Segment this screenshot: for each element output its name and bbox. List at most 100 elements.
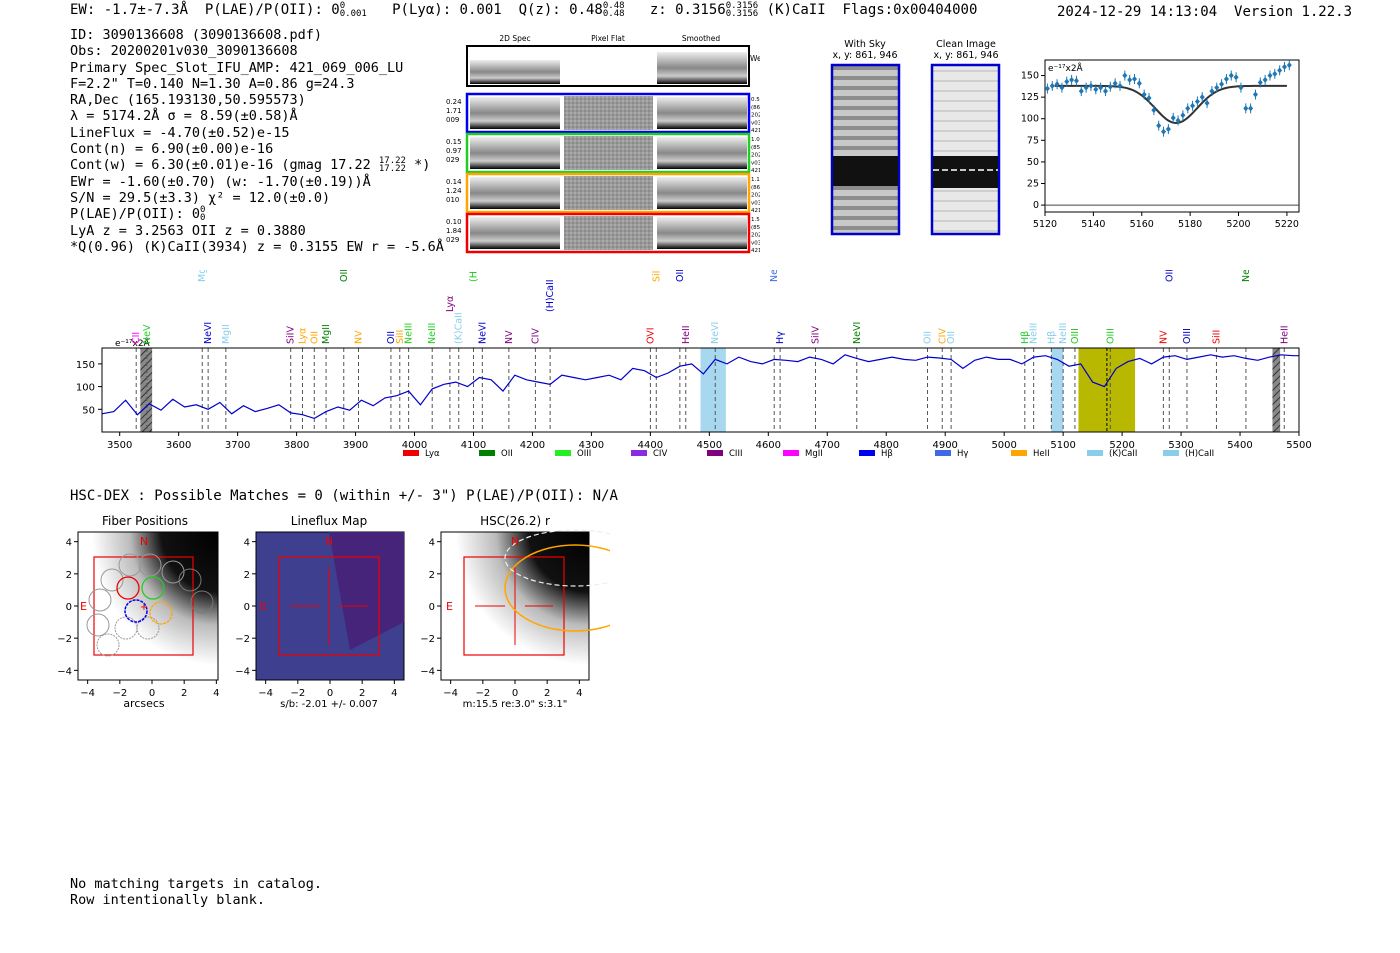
- zoom-point: [1257, 79, 1263, 86]
- spectrum-line-label: Hγ: [775, 331, 786, 344]
- zoom-point: [1161, 128, 1167, 135]
- cutout-smooth: [657, 177, 747, 209]
- info-plae2: P(LAE)/P(OII): 0: [70, 206, 201, 223]
- hsc-ytick-label: 4: [429, 538, 435, 549]
- hsc-ytick-label: −2: [57, 634, 72, 645]
- clean-trace: [933, 156, 998, 188]
- zoom-points: [1044, 60, 1292, 137]
- spectrum-xtick-label: 4600: [756, 440, 781, 451]
- info-fparams: F=2.2" T=0.140 N=1.30 A=0.86 g=24.3: [70, 75, 355, 92]
- cutout-left-value: 0.15: [446, 138, 462, 146]
- info-contw: Cont(w) = 6.30(±0.01)e-16 (gmag 17.22: [70, 157, 371, 174]
- spectrum-highlight: [140, 348, 153, 432]
- spectrum-line-label: OII: [675, 270, 686, 282]
- hsc-ytick-label: 2: [429, 570, 435, 581]
- clean-title: Clean Image: [936, 39, 996, 50]
- cutout-right-value: (857, 768): [751, 225, 760, 231]
- contw-end: *): [405, 157, 431, 174]
- zoom-point: [1141, 91, 1147, 98]
- info-contn: Cont(n) = 6.90(±0.00)e-16: [70, 141, 274, 158]
- spectrum-line-label: CII: [131, 332, 142, 344]
- spectrum-line-label: NV: [354, 330, 365, 344]
- hsc-xtick-label: 0: [149, 688, 155, 699]
- fiber-circle: [178, 568, 202, 592]
- spectrum-line-label: NeIII: [1058, 323, 1069, 344]
- hsc-xtick-label: 2: [544, 688, 550, 699]
- zoom-xtick-label: 5160: [1130, 219, 1154, 230]
- zoom-point: [1073, 77, 1079, 84]
- zoom-point: [1069, 76, 1075, 83]
- legend-label: Hγ: [957, 449, 968, 459]
- zoom-point: [1054, 81, 1060, 88]
- zoom-point: [1059, 84, 1065, 91]
- cutout-smooth: [657, 137, 747, 169]
- col-flat-label: Pixel Flat: [591, 34, 625, 43]
- info-radec: RA,Dec (165.193130,50.595573): [70, 92, 306, 109]
- zoom-point: [1262, 76, 1268, 83]
- spectrum-line-label: NeIII: [1029, 323, 1040, 344]
- spectrum-line-label: NeVI: [203, 322, 214, 344]
- cutout-right-value: v030_03: [751, 200, 760, 206]
- spectrum-ytick-label: 50: [82, 405, 95, 416]
- plae2-sup: 0: [200, 205, 206, 216]
- zoom-unit-label: e⁻¹⁷x2Å: [1048, 62, 1084, 74]
- hsc-galaxy-ellipse: [504, 544, 610, 632]
- zoom-point: [1238, 84, 1244, 91]
- hsc-xtick-label: 4: [213, 688, 219, 699]
- spectrum-highlight: [700, 348, 726, 432]
- hsc-aperture-box: [463, 556, 565, 656]
- fiber-circle-green: [141, 576, 165, 600]
- spectrum-line-label: OIII: [1105, 328, 1116, 344]
- zoom-ytick-label: 75: [1027, 135, 1039, 146]
- zoom-point: [1049, 82, 1055, 89]
- spectrum-line-label: NeVI: [710, 322, 721, 344]
- contw-sub: 17.22: [378, 164, 406, 175]
- zoom-point: [1199, 94, 1205, 101]
- zoom-point: [1151, 107, 1157, 114]
- spectrum-axes: 3500 3600 3700 3800 3900 4000 4100 4200 4300 4400…: [76, 360, 1312, 451]
- spectrum-line-label: OIII: [1070, 328, 1081, 344]
- legend-label: MgII: [805, 449, 823, 459]
- spectrum-curve: [101, 354, 1299, 420]
- cutout-right-value: 421_LU_084: [751, 248, 760, 254]
- zoom-point: [1170, 114, 1176, 121]
- spectrum-ytick-label: 100: [76, 383, 95, 394]
- hsc-ytick-label: 2: [244, 570, 250, 581]
- cutout-left-value: 1.71: [446, 107, 462, 115]
- cutout-right-value: 20200201: [751, 233, 760, 239]
- fiber-circle: [190, 590, 214, 614]
- north-label: N: [140, 535, 148, 548]
- fiber-positions-title: Fiber Positions: [102, 514, 188, 528]
- cutout-right-value: (861, 946): [751, 105, 760, 111]
- footer-line1: No matching targets in catalog.: [70, 876, 322, 892]
- zoom-point: [1267, 72, 1273, 79]
- zoom-point: [1248, 105, 1254, 112]
- zoom-ytick-label: 50: [1027, 157, 1039, 168]
- hsc-xtick-label: −4: [80, 688, 95, 699]
- footer: No matching targets in catalog. Row inte…: [70, 876, 322, 908]
- zoom-ytick-label: 100: [1021, 114, 1039, 125]
- spectrum-highlights: [140, 348, 1281, 432]
- info-lineflux: LineFlux = -4.70(±0.52)e-15: [70, 124, 290, 141]
- fiber-circle: [86, 613, 110, 637]
- info-primary: Primary Spec_Slot_IFU_AMP: 421_069_006_L…: [70, 59, 404, 76]
- spectrum-line-label: CIV: [937, 328, 948, 344]
- qz-value: Q(z): 0.48: [518, 2, 603, 18]
- cutout-right-value: 421_LU_103: [751, 208, 760, 214]
- legend-swatch: [935, 450, 951, 456]
- hsc-ytick-label: 2: [66, 570, 72, 581]
- spectrum-line-label: NeIII: [404, 323, 415, 344]
- legend-label: OII: [501, 449, 513, 459]
- spectrum-line-label: OIII: [1164, 270, 1175, 282]
- zoom-xtick-label: 5200: [1226, 219, 1250, 230]
- spectrum-line-label: OII: [946, 331, 957, 344]
- info-sn: S/N = 29.5(±3.3) χ² = 12.0(±0.0): [70, 189, 331, 206]
- hsc-ytick-label: 0: [66, 602, 72, 613]
- spectrum-highlight: [1051, 348, 1064, 432]
- info-block: ID: 3090136608 (3090136608.pdf) Obs: 202…: [70, 27, 444, 255]
- cutouts-panel: 2D Spec Pixel Flat Smoothed Weighted Sum…: [446, 34, 760, 254]
- spectrum-line-label: NV: [504, 330, 515, 344]
- legend-swatch: [1011, 450, 1027, 456]
- plya-value: P(Lyα): 0.001: [392, 2, 502, 18]
